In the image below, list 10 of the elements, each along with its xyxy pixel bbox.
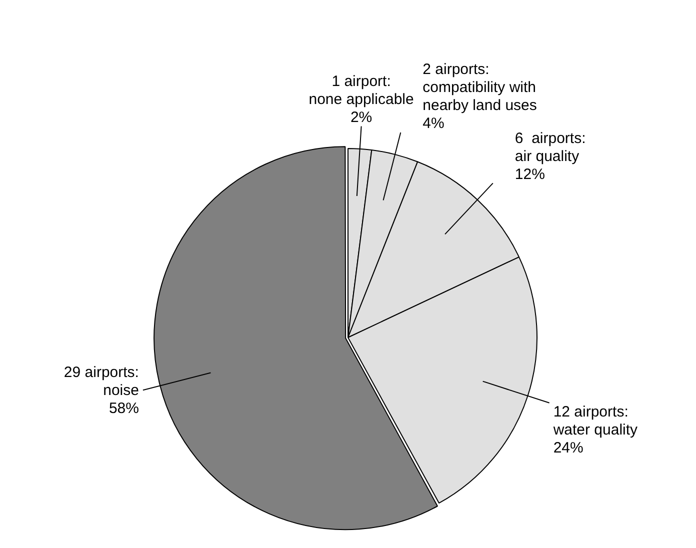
data-label: 12% xyxy=(514,166,545,183)
data-label: 2% xyxy=(350,108,372,126)
data-label: 4% xyxy=(422,115,444,132)
slice-label: 2 airports: compatibility with nearby land uses xyxy=(422,61,537,114)
slice-label: 12 airports: water quality xyxy=(552,404,638,439)
slice-label: 6 airports: air quality xyxy=(514,130,586,165)
data-label: 24% xyxy=(553,440,584,457)
slice-label: 29 airports: noise xyxy=(64,364,139,399)
slice-label: 1 airport: none applicable xyxy=(308,72,414,108)
data-label: 58% xyxy=(108,400,139,417)
